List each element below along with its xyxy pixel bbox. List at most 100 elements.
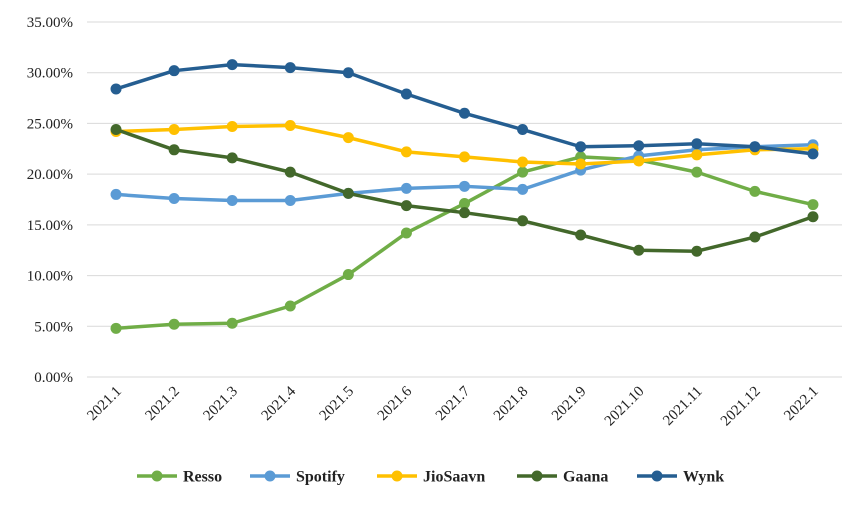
data-point-wynk [575,141,587,153]
legend-swatch-marker [264,470,276,482]
data-point-resso [400,227,412,239]
data-point-jiosaavn [342,132,354,144]
data-point-gaana [226,152,238,164]
x-tick-label: 2021.2 [142,384,182,424]
x-axis-ticks: 2021.1 2021.2 2021.3 2021.4 2021.5 2021.6 2021… [84,383,821,429]
legend-label: Gaana [563,469,608,486]
data-point-gaana [807,211,819,223]
data-point-resso [459,198,470,210]
data-point-jiosaavn [459,151,470,163]
data-point-resso [749,185,761,197]
legend-label: Spotify [296,469,345,486]
y-axis-ticks: 0.00% 5.00% 10.00% 15.00% 20.00% 25.00% 30.00%… [27,15,73,386]
x-tick-label: 2021.9 [549,384,589,424]
data-point-jiosaavn [517,156,529,168]
legend-swatch-marker [391,470,403,482]
data-point-spotify [284,195,296,207]
data-point-wynk [807,148,819,160]
data-point-gaana [575,229,587,241]
data-point-wynk [633,140,645,152]
x-tick-label: 2021.4 [259,383,300,424]
data-point-jiosaavn [226,120,238,132]
gridlines [87,21,842,378]
series-wynk [110,59,819,160]
data-point-spotify [459,180,470,192]
y-tick-label: 5.00% [34,319,73,335]
x-tick-label: 2021.1 [84,384,124,424]
data-point-gaana [400,200,412,212]
x-tick-label: 2021.10 [602,384,648,430]
data-point-spotify [400,182,412,194]
data-point-gaana [749,231,761,243]
series-spotify [110,139,819,207]
data-point-jiosaavn [168,124,180,136]
y-tick-label: 35.00% [27,15,73,31]
data-point-wynk [226,59,238,71]
data-point-resso [110,322,122,334]
x-tick-label: 2021.5 [317,384,357,424]
data-point-resso [517,166,529,178]
legend: Resso Spotify JioSaavn Gaana Wynk [137,469,724,486]
data-point-wynk [459,107,470,119]
x-tick-label: 2021.7 [433,383,474,424]
data-point-jiosaavn [575,158,587,170]
legend-item-spotify: Spotify [250,469,345,486]
x-tick-label: 2021.6 [375,383,416,424]
data-point-resso [342,269,354,281]
data-point-wynk [691,138,703,150]
legend-item-wynk: Wynk [637,469,724,486]
x-tick-label: 2021.8 [491,384,531,424]
data-point-resso [691,166,703,178]
data-point-jiosaavn [284,119,296,131]
legend-swatch-marker [651,470,663,482]
x-tick-label: 2022.1 [781,384,821,424]
data-point-wynk [517,124,529,136]
y-tick-label: 25.00% [27,116,73,132]
data-point-gaana [517,215,529,227]
data-point-spotify [110,188,122,200]
data-point-gaana [284,166,296,178]
data-point-gaana [459,207,470,219]
legend-swatch-marker [151,470,163,482]
y-tick-label: 0.00% [34,370,73,386]
y-tick-label: 30.00% [27,66,73,82]
data-point-wynk [342,67,354,79]
data-point-jiosaavn [633,155,645,167]
data-point-spotify [168,192,180,204]
data-point-wynk [400,88,412,100]
legend-item-gaana: Gaana [517,469,608,486]
x-tick-label: 2021.11 [660,384,705,429]
legend-label: Resso [183,469,222,486]
series-resso [110,151,819,334]
data-point-gaana [633,244,645,256]
y-tick-label: 10.00% [27,269,73,285]
legend-label: Wynk [683,469,724,486]
series-lines [110,59,819,334]
data-point-gaana [168,144,180,156]
y-tick-label: 20.00% [27,167,73,183]
data-point-wynk [284,62,296,74]
legend-item-jiosaavn: JioSaavn [377,469,485,486]
data-point-gaana [110,124,122,136]
data-point-wynk [168,65,180,77]
data-point-gaana [691,245,703,257]
data-point-wynk [110,83,122,95]
data-point-resso [168,318,180,330]
data-point-resso [807,199,819,211]
data-point-resso [226,317,238,329]
data-point-spotify [226,195,238,207]
legend-swatch-marker [531,470,543,482]
x-tick-label: 2021.12 [718,384,764,430]
data-point-spotify [517,183,529,195]
data-point-wynk [749,141,761,153]
data-point-resso [284,300,296,312]
y-tick-label: 15.00% [27,218,73,234]
x-tick-label: 2021.3 [201,384,241,424]
legend-label: JioSaavn [423,469,485,486]
data-point-jiosaavn [400,146,412,158]
legend-item-resso: Resso [137,469,222,486]
series-gaana [110,124,819,257]
data-point-gaana [342,187,354,199]
data-point-jiosaavn [691,149,703,161]
